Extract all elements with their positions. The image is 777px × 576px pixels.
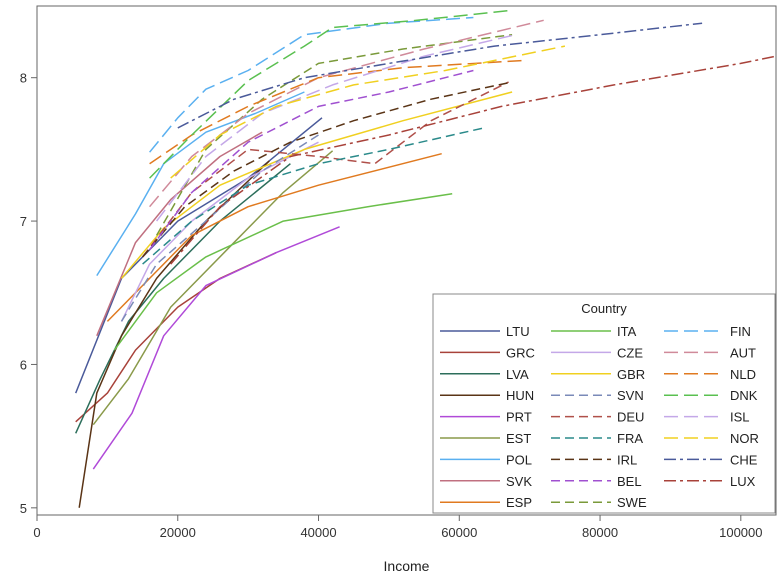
series-line-prt <box>92 226 340 470</box>
series-line-irl <box>142 81 513 258</box>
legend-label-dnk: DNK <box>730 388 758 403</box>
legend-label-nor: NOR <box>730 431 759 446</box>
legend-label-svn: SVN <box>617 388 644 403</box>
x-tick-label: 20000 <box>160 525 196 540</box>
x-tick-label: 0 <box>33 525 40 540</box>
legend-items: LTU GRC LVA HUN PRT EST POL SVK ESP ITA CZE GBR SVN D… <box>440 324 759 510</box>
series-line-cze <box>120 141 319 322</box>
series-line-lux <box>170 55 776 265</box>
series-line-ita <box>113 193 453 351</box>
legend-label-bel: BEL <box>617 474 642 489</box>
series-line-svn <box>120 134 319 322</box>
x-tick-label: 100000 <box>719 525 762 540</box>
series-line-est <box>92 150 334 426</box>
series-line-fin <box>149 16 474 153</box>
series-line-pol <box>96 91 305 276</box>
legend-label-lva: LVA <box>506 367 529 382</box>
y-tick-label: 8 <box>20 71 27 86</box>
series-line-nld <box>149 59 523 165</box>
series-layer <box>75 9 776 508</box>
y-axis: 5 6 7 8 <box>20 71 37 516</box>
plot-frame <box>36 5 777 516</box>
legend-label-svk: SVK <box>506 474 532 489</box>
series-line-bel <box>148 69 474 251</box>
x-tick-label: 40000 <box>300 525 336 540</box>
y-tick-label: 5 <box>20 501 27 516</box>
legend-label-ita: ITA <box>617 324 637 339</box>
legend-label-prt: PRT <box>506 410 532 425</box>
legend-label-ltu: LTU <box>506 324 530 339</box>
legend-label-grc: GRC <box>506 345 535 360</box>
legend-label-che: CHE <box>730 452 758 467</box>
series-line-isl <box>156 33 516 222</box>
series-line-aut <box>149 19 544 208</box>
series-line-fra <box>142 127 485 265</box>
legend-label-irl: IRL <box>617 452 637 467</box>
x-tick-label: 80000 <box>582 525 618 540</box>
legend-label-fra: FRA <box>617 431 643 446</box>
legend-label-est: EST <box>506 431 531 446</box>
series-line-gbr <box>120 91 513 279</box>
legend-label-cze: CZE <box>617 345 643 360</box>
x-axis: 0 20000 40000 60000 80000 100000 <box>33 515 763 540</box>
series-line-che <box>177 22 703 129</box>
legend-label-aut: AUT <box>730 345 756 360</box>
y-tick-label: 6 <box>20 357 27 372</box>
legend-title: Country <box>581 301 627 316</box>
series-line-esp <box>106 152 442 322</box>
legend-label-gbr: GBR <box>617 367 645 382</box>
legend-label-swe: SWE <box>617 495 647 510</box>
x-axis-label: Income <box>384 558 430 574</box>
legend-label-lux: LUX <box>730 474 756 489</box>
series-line-lva <box>75 163 291 434</box>
legend-label-esp: ESP <box>506 495 532 510</box>
series-line-svk <box>96 131 263 337</box>
x-tick-label: 60000 <box>441 525 477 540</box>
series-line-dnk <box>149 9 513 179</box>
legend-label-hun: HUN <box>506 388 534 403</box>
series-line-deu <box>142 81 509 258</box>
legend-label-deu: DEU <box>617 410 644 425</box>
legend-label-fin: FIN <box>730 324 751 339</box>
legend-label-pol: POL <box>506 452 532 467</box>
series-line-nor <box>170 45 566 179</box>
legend: Country LTU GRC LVA HUN PRT EST POL SVK ESP ITA CZ… <box>432 293 776 514</box>
y-tick-label: 7 <box>20 214 27 229</box>
series-line-ltu <box>75 117 323 394</box>
legend-label-isl: ISL <box>730 410 750 425</box>
legend-label-nld: NLD <box>730 367 756 382</box>
